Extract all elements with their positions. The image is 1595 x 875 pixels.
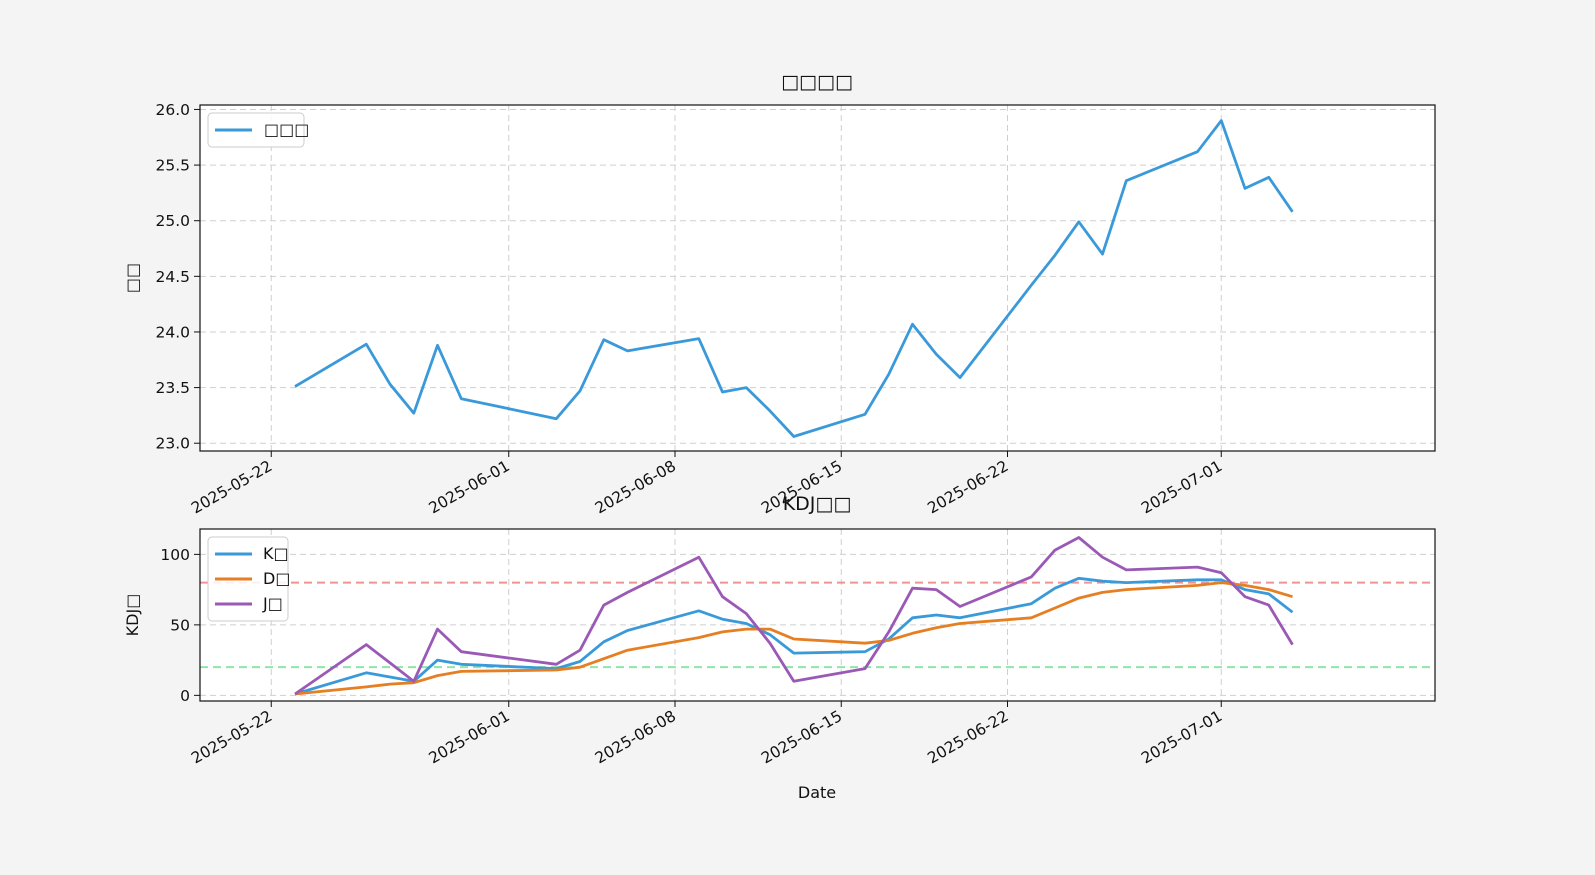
kdj-plot-area bbox=[200, 529, 1435, 701]
kdj-series bbox=[294, 536, 1294, 696]
series-line-0 bbox=[294, 119, 1294, 438]
price-chart: 23.023.524.024.525.025.526.0 2025-05-22 2… bbox=[123, 71, 1436, 518]
y-tick-label: 24.0 bbox=[155, 323, 190, 341]
kdj-chart-title: KDJ□□ bbox=[783, 493, 852, 515]
kdj-legend-label-d: D□ bbox=[263, 569, 290, 588]
price-series bbox=[294, 119, 1294, 438]
series-line-1 bbox=[294, 581, 1293, 696]
kdj-legend-label-k: K□ bbox=[263, 544, 289, 563]
y-tick-label: 25.0 bbox=[155, 212, 190, 230]
series-line-0 bbox=[294, 576, 1294, 696]
price-legend-label: □□□ bbox=[264, 120, 309, 139]
kdj-legend: K□ D□ J□ bbox=[207, 536, 290, 622]
price-legend-box bbox=[207, 112, 305, 148]
price-plot-frame bbox=[199, 104, 1436, 452]
y-tick-label: 26.0 bbox=[155, 101, 190, 119]
y-tick-label: 23.5 bbox=[155, 379, 190, 397]
price-legend: □□□ bbox=[207, 112, 309, 148]
kdj-x-axis-label: Date bbox=[798, 783, 836, 802]
kdj-legend-label-j: J□ bbox=[262, 594, 283, 613]
kdj-plot-frame bbox=[199, 528, 1436, 702]
series-line-2 bbox=[294, 536, 1294, 696]
price-plot-area bbox=[200, 105, 1435, 451]
price-grid bbox=[200, 105, 1435, 451]
price-y-axis-label: □□ bbox=[123, 263, 142, 293]
y-tick-label: 23.0 bbox=[155, 435, 190, 453]
y-tick-label: 50 bbox=[170, 616, 190, 634]
y-tick-label: 24.5 bbox=[155, 268, 190, 286]
y-tick-label: 25.5 bbox=[155, 157, 190, 175]
price-y-ticks: 23.0 23.5 24.0 24.5 25.0 25.5 26.0 bbox=[155, 101, 200, 453]
y-tick-label: 100 bbox=[160, 546, 190, 564]
y-tick-label: 0 bbox=[180, 687, 190, 705]
kdj-y-ticks: 0 50 100 bbox=[160, 546, 200, 705]
kdj-y-axis-label: KDJ□ bbox=[123, 594, 142, 637]
price-chart-title: □□□□ bbox=[781, 71, 853, 93]
